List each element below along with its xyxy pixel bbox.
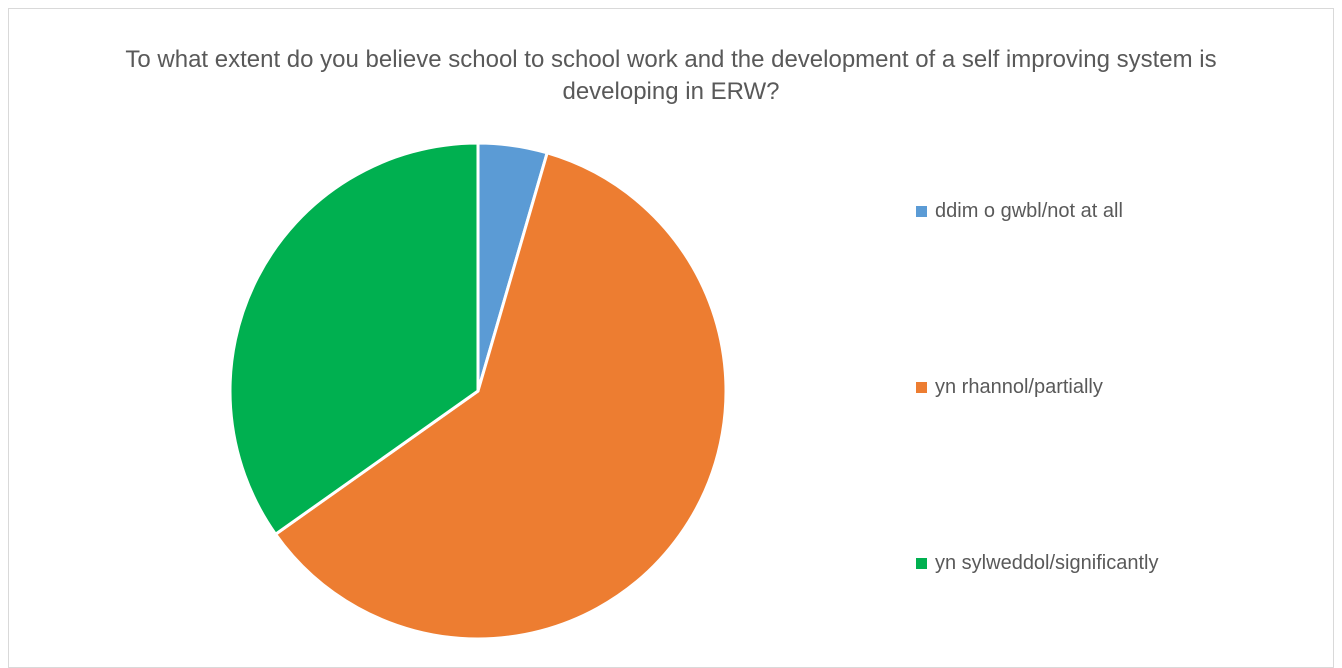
legend-item-not-at-all: ddim o gwbl/not at all <box>916 196 1123 226</box>
legend-label: yn sylweddol/significantly <box>935 551 1159 574</box>
legend-swatch <box>916 381 927 393</box>
legend-label: yn rhannol/partially <box>935 375 1103 398</box>
chart-title: To what extent do you believe school to … <box>125 46 1217 105</box>
legend-label: ddim o gwbl/not at all <box>935 199 1123 222</box>
legend-swatch <box>916 557 927 569</box>
legend-swatch <box>916 205 927 217</box>
pie-slices <box>228 141 728 641</box>
pie-slice-partially <box>274 151 728 641</box>
legend: ddim o gwbl/not at all yn rhannol/partia… <box>916 0 1316 650</box>
legend-item-partially: yn rhannol/partially <box>916 372 1103 402</box>
legend-item-significantly: yn sylweddol/significantly <box>916 548 1158 578</box>
pie-chart <box>228 141 728 641</box>
pie-slice-significantly <box>228 141 480 536</box>
